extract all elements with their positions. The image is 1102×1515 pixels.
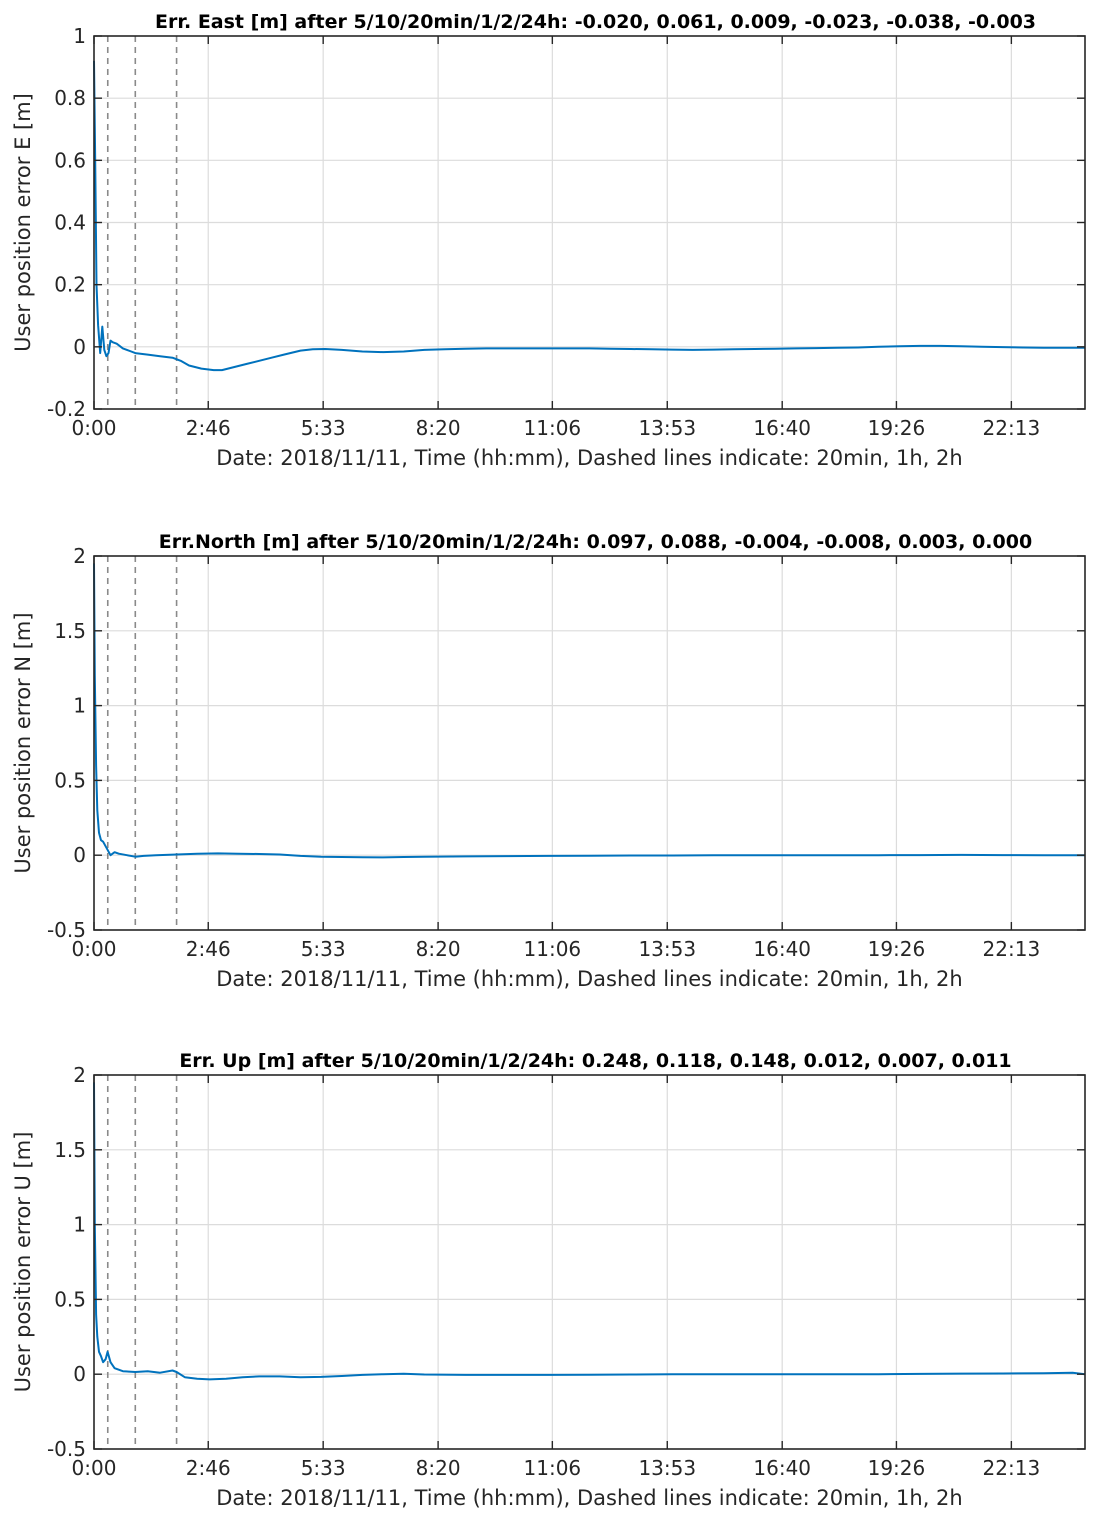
y-tick-label: 0.2 bbox=[54, 273, 86, 297]
y-tick-label: 0.4 bbox=[54, 211, 86, 235]
x-tick-label: 2:46 bbox=[186, 1456, 231, 1480]
x-tick-label: 16:40 bbox=[753, 937, 811, 961]
chart-title: Err. East [m] after 5/10/20min/1/2/24h: … bbox=[155, 11, 1036, 33]
x-tick-label: 22:13 bbox=[983, 1456, 1041, 1480]
y-tick-label: 0.5 bbox=[54, 768, 86, 792]
y-tick-label: 0.6 bbox=[54, 148, 86, 172]
x-tick-label: 8:20 bbox=[416, 416, 461, 440]
x-tick-label: 13:53 bbox=[638, 416, 696, 440]
y-tick-label: 1 bbox=[73, 1213, 86, 1237]
x-axis-label: Date: 2018/11/11, Time (hh:mm), Dashed l… bbox=[216, 1486, 962, 1510]
y-axis-label: User position error N [m] bbox=[11, 612, 35, 873]
x-axis-label: Date: 2018/11/11, Time (hh:mm), Dashed l… bbox=[216, 967, 962, 991]
x-tick-label: 0:00 bbox=[72, 937, 117, 961]
x-tick-label: 2:46 bbox=[186, 416, 231, 440]
plot-area bbox=[94, 556, 1085, 930]
chart-title: Err.North [m] after 5/10/20min/1/2/24h: … bbox=[159, 531, 1032, 553]
y-tick-label: 0.8 bbox=[54, 86, 86, 110]
x-tick-label: 0:00 bbox=[72, 1456, 117, 1480]
x-tick-label: 5:33 bbox=[301, 1456, 346, 1480]
x-tick-label: 19:26 bbox=[868, 937, 926, 961]
y-tick-label: -0.5 bbox=[47, 1437, 86, 1461]
x-tick-label: 11:06 bbox=[524, 1456, 582, 1480]
x-tick-label: 2:46 bbox=[186, 937, 231, 961]
y-tick-label: -0.2 bbox=[47, 397, 86, 421]
y-tick-label: 2 bbox=[73, 1063, 86, 1087]
x-tick-label: 22:13 bbox=[983, 937, 1041, 961]
series-line-1 bbox=[93, 563, 1085, 859]
series-line-1 bbox=[93, 60, 1085, 372]
axes-box bbox=[93, 1074, 1086, 1450]
chart-title: Err. Up [m] after 5/10/20min/1/2/24h: 0.… bbox=[179, 1050, 1011, 1072]
x-axis-label: Date: 2018/11/11, Time (hh:mm), Dashed l… bbox=[216, 446, 962, 470]
y-tick-label: -0.5 bbox=[47, 918, 86, 942]
y-tick-label: 0 bbox=[73, 843, 86, 867]
series-line-1 bbox=[93, 1082, 1086, 1381]
plot-area bbox=[94, 1075, 1085, 1449]
x-tick-label: 11:06 bbox=[524, 416, 582, 440]
axes-box bbox=[93, 555, 1086, 931]
y-tick-label: 1 bbox=[73, 694, 86, 718]
chart-panel-2: 0:00 2:46 5:33 8:20 11:06 13:53 16:40 19:26 22:1… bbox=[11, 531, 1086, 991]
x-tick-label: 5:33 bbox=[301, 937, 346, 961]
x-tick-label: 19:26 bbox=[868, 1456, 926, 1480]
x-tick-label: 22:13 bbox=[983, 416, 1041, 440]
y-tick-label: 1.5 bbox=[54, 619, 86, 643]
y-tick-label: 1.5 bbox=[54, 1138, 86, 1162]
y-tick-label: 2 bbox=[73, 544, 86, 568]
x-tick-label: 16:40 bbox=[753, 416, 811, 440]
x-tick-label: 8:20 bbox=[416, 937, 461, 961]
chart-panel-1: 0:00 2:46 5:33 8:20 11:06 13:53 16:40 19:26 22:1… bbox=[11, 11, 1086, 470]
x-tick-label: 19:26 bbox=[868, 416, 926, 440]
y-axis-label: User position error U [m] bbox=[11, 1132, 35, 1393]
y-tick-label: 0 bbox=[73, 335, 86, 359]
y-tick-label: 1 bbox=[73, 24, 86, 48]
y-axis-label: User position error E [m] bbox=[11, 93, 35, 352]
y-tick-label: 0 bbox=[73, 1362, 86, 1386]
x-tick-label: 8:20 bbox=[416, 1456, 461, 1480]
x-tick-label: 11:06 bbox=[524, 937, 582, 961]
x-tick-label: 13:53 bbox=[638, 1456, 696, 1480]
x-tick-label: 13:53 bbox=[638, 937, 696, 961]
x-tick-label: 16:40 bbox=[753, 1456, 811, 1480]
x-tick-label: 5:33 bbox=[301, 416, 346, 440]
y-tick-label: 0.5 bbox=[54, 1287, 86, 1311]
x-tick-label: 0:00 bbox=[72, 416, 117, 440]
chart-panel-3: 0:00 2:46 5:33 8:20 11:06 13:53 16:40 19:26 22:1… bbox=[11, 1050, 1086, 1510]
